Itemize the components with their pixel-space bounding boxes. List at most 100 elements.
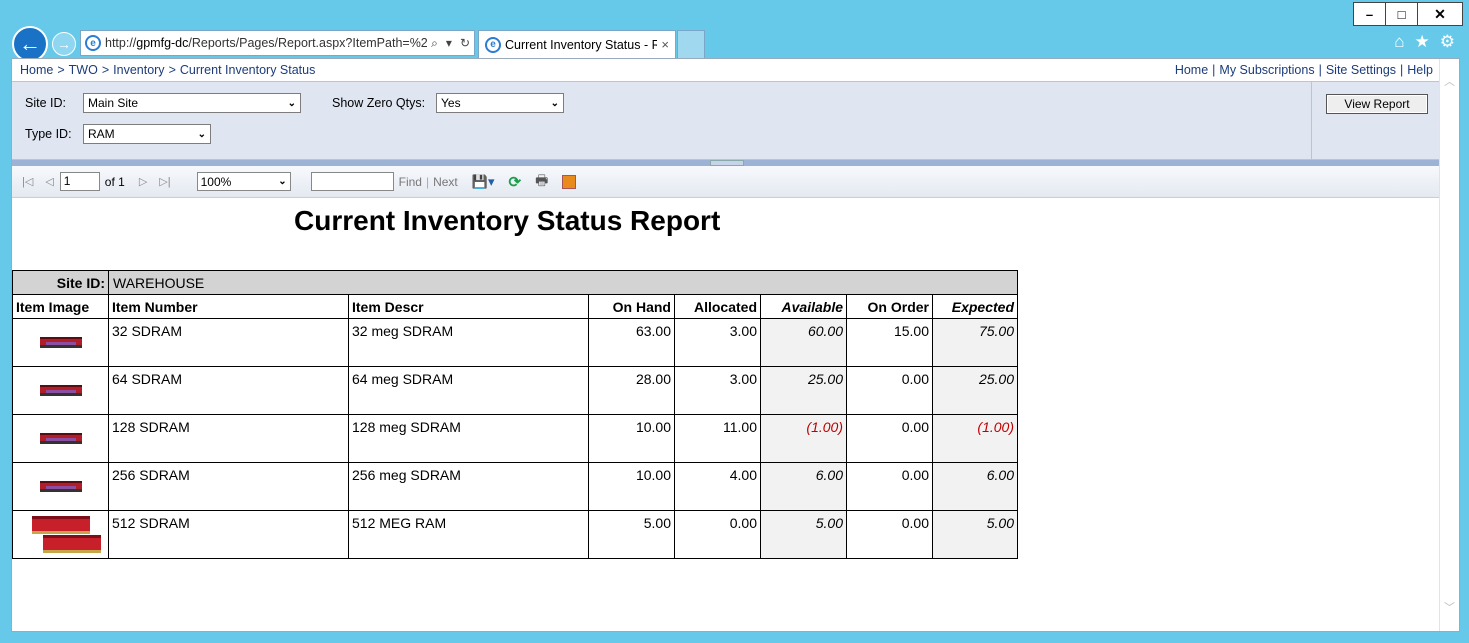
item-image (12, 510, 109, 559)
link-home[interactable]: Home (1174, 63, 1209, 77)
maximize-button[interactable]: □ (1386, 3, 1418, 25)
splitter-grip[interactable] (710, 160, 744, 166)
back-arrow-icon: ← (19, 31, 41, 56)
favorites-icon[interactable]: ★ (1414, 32, 1430, 51)
parameters-panel: Site ID: Main Site ⌄ Show Zero Qtys: Yes ⌄… (12, 81, 1441, 160)
first-page-icon[interactable]: |◁ (22, 176, 34, 188)
print-icon[interactable]: 🖶 (535, 171, 549, 188)
forward-arrow-icon: → (57, 36, 71, 52)
dropdown-icon[interactable]: ▾ (445, 35, 452, 50)
item-number: 128 SDRAM (108, 414, 349, 463)
header-available: Available (760, 294, 847, 319)
on-order: 0.00 (846, 366, 933, 415)
allocated: 11.00 (674, 414, 761, 463)
minimize-button[interactable]: – (1354, 3, 1386, 25)
refresh-report-icon[interactable]: ⟳ (508, 173, 522, 191)
allocated: 3.00 (674, 366, 761, 415)
on-hand: 5.00 (588, 510, 675, 559)
ram-stick-image (39, 480, 82, 492)
last-page-icon[interactable]: ▷| (159, 176, 171, 188)
top-links: Home | My Subscriptions | Site Settings | Help (1174, 63, 1433, 77)
table-row: 128 SDRAM 128 meg SDRAM 10.00 11.00 (1.0… (12, 414, 1018, 463)
site-value: WAREHOUSE (108, 270, 1018, 295)
site-label: Site ID: (12, 270, 109, 295)
inventory-table: Site ID: WAREHOUSE Item Image Item Numbe… (12, 270, 1018, 559)
address-url[interactable]: http://gpmfg-dc/Reports/Pages/Report.asp… (105, 36, 428, 50)
refresh-icon[interactable]: ↻ (459, 35, 470, 50)
tab-close-icon[interactable]: × (661, 37, 669, 52)
forward-button[interactable]: → (52, 32, 76, 56)
show-zero-label: Show Zero Qtys: (332, 96, 426, 110)
site-row: Site ID: WAREHOUSE (12, 270, 1018, 295)
address-bar[interactable]: e http://gpmfg-dc/Reports/Pages/Report.a… (80, 30, 475, 56)
breadcrumb-inventory[interactable]: Inventory (113, 63, 165, 77)
show-zero-select[interactable]: Yes ⌄ (436, 93, 564, 113)
zoom-select[interactable]: 100% ⌄ (196, 172, 291, 191)
new-tab-button[interactable] (677, 30, 705, 58)
report-body: Current Inventory Status Report Site ID:… (12, 199, 1441, 631)
on-order: 15.00 (846, 318, 933, 367)
item-image (12, 462, 109, 511)
table-row: 512 SDRAM 512 MEG RAM 5.00 0.00 5.00 0.0… (12, 510, 1018, 559)
header-item-image: Item Image (12, 294, 109, 319)
tab-current-inventory[interactable]: e Current Inventory Status - R... × (478, 30, 676, 58)
expected: 25.00 (932, 366, 1018, 415)
header-expected: Expected (932, 294, 1018, 319)
report-title: Current Inventory Status Report (294, 205, 721, 236)
link-my-subscriptions[interactable]: My Subscriptions (1219, 63, 1315, 77)
on-hand: 10.00 (588, 414, 675, 463)
ram-stick-image (31, 516, 90, 534)
export-icon[interactable]: 💾▾ (471, 173, 495, 189)
available: 5.00 (760, 510, 847, 559)
find-link[interactable]: Find (398, 174, 422, 189)
breadcrumb-current[interactable]: Current Inventory Status (179, 63, 316, 77)
vertical-scrollbar[interactable]: ︿ ﹀ (1439, 59, 1459, 631)
browser-nav-bar: ← → e http://gpmfg-dc/Reports/Pages/Repo… (0, 24, 1469, 62)
expected: (1.00) (932, 414, 1018, 463)
back-button[interactable]: ← (12, 26, 48, 62)
ram-stick-image (39, 432, 82, 444)
scroll-down-icon[interactable]: ﹀ (1444, 602, 1455, 614)
on-order: 0.00 (846, 414, 933, 463)
ie-page-icon: e (85, 35, 101, 51)
next-page-icon[interactable]: ▷ (138, 176, 148, 188)
available: 25.00 (760, 366, 847, 415)
expected: 5.00 (932, 510, 1018, 559)
breadcrumb-two[interactable]: TWO (68, 63, 98, 77)
next-link[interactable]: Next (433, 174, 458, 189)
link-site-settings[interactable]: Site Settings (1325, 63, 1397, 77)
ie-tab-icon: e (485, 36, 501, 53)
item-number: 256 SDRAM (108, 462, 349, 511)
on-order: 0.00 (846, 462, 933, 511)
chevron-down-icon: ⌄ (287, 97, 296, 109)
allocated: 4.00 (674, 462, 761, 511)
breadcrumb-home[interactable]: Home (20, 63, 54, 77)
site-id-select[interactable]: Main Site ⌄ (83, 93, 301, 113)
header-item-number: Item Number (108, 294, 349, 319)
tab-title: Current Inventory Status - R... (505, 37, 658, 52)
find-input[interactable] (310, 172, 394, 191)
breadcrumb: Home > TWO > Inventory > Current Inventory Sta… (20, 63, 316, 77)
link-help[interactable]: Help (1407, 63, 1433, 77)
home-icon[interactable]: ⌂ (1394, 32, 1405, 51)
close-icon: ✕ (1434, 5, 1446, 22)
data-feed-icon[interactable] (562, 174, 577, 189)
item-image (12, 414, 109, 463)
chevron-down-icon: ⌄ (197, 128, 206, 140)
page-number-input[interactable]: 1 (59, 172, 100, 191)
item-number: 512 SDRAM (108, 510, 349, 559)
scroll-up-icon[interactable]: ︿ (1444, 76, 1455, 88)
parameters-splitter[interactable] (12, 160, 1441, 166)
table-row: 64 SDRAM 64 meg SDRAM 28.00 3.00 25.00 0… (12, 366, 1018, 415)
search-icon[interactable]: ⌕ (431, 35, 438, 50)
view-report-button[interactable]: View Report (1326, 94, 1428, 114)
gear-icon[interactable]: ⚙ (1439, 32, 1455, 51)
close-window-button[interactable]: ✕ (1418, 3, 1462, 25)
header-on-hand: On Hand (588, 294, 675, 319)
breadcrumb-row: Home > TWO > Inventory > Current Inventory Sta… (12, 59, 1441, 81)
previous-page-icon[interactable]: ◁ (45, 176, 54, 188)
type-id-select[interactable]: RAM ⌄ (83, 124, 211, 144)
type-id-label: Type ID: (25, 127, 72, 141)
site-id-label: Site ID: (25, 96, 66, 110)
table-row: 32 SDRAM 32 meg SDRAM 63.00 3.00 60.00 1… (12, 318, 1018, 367)
